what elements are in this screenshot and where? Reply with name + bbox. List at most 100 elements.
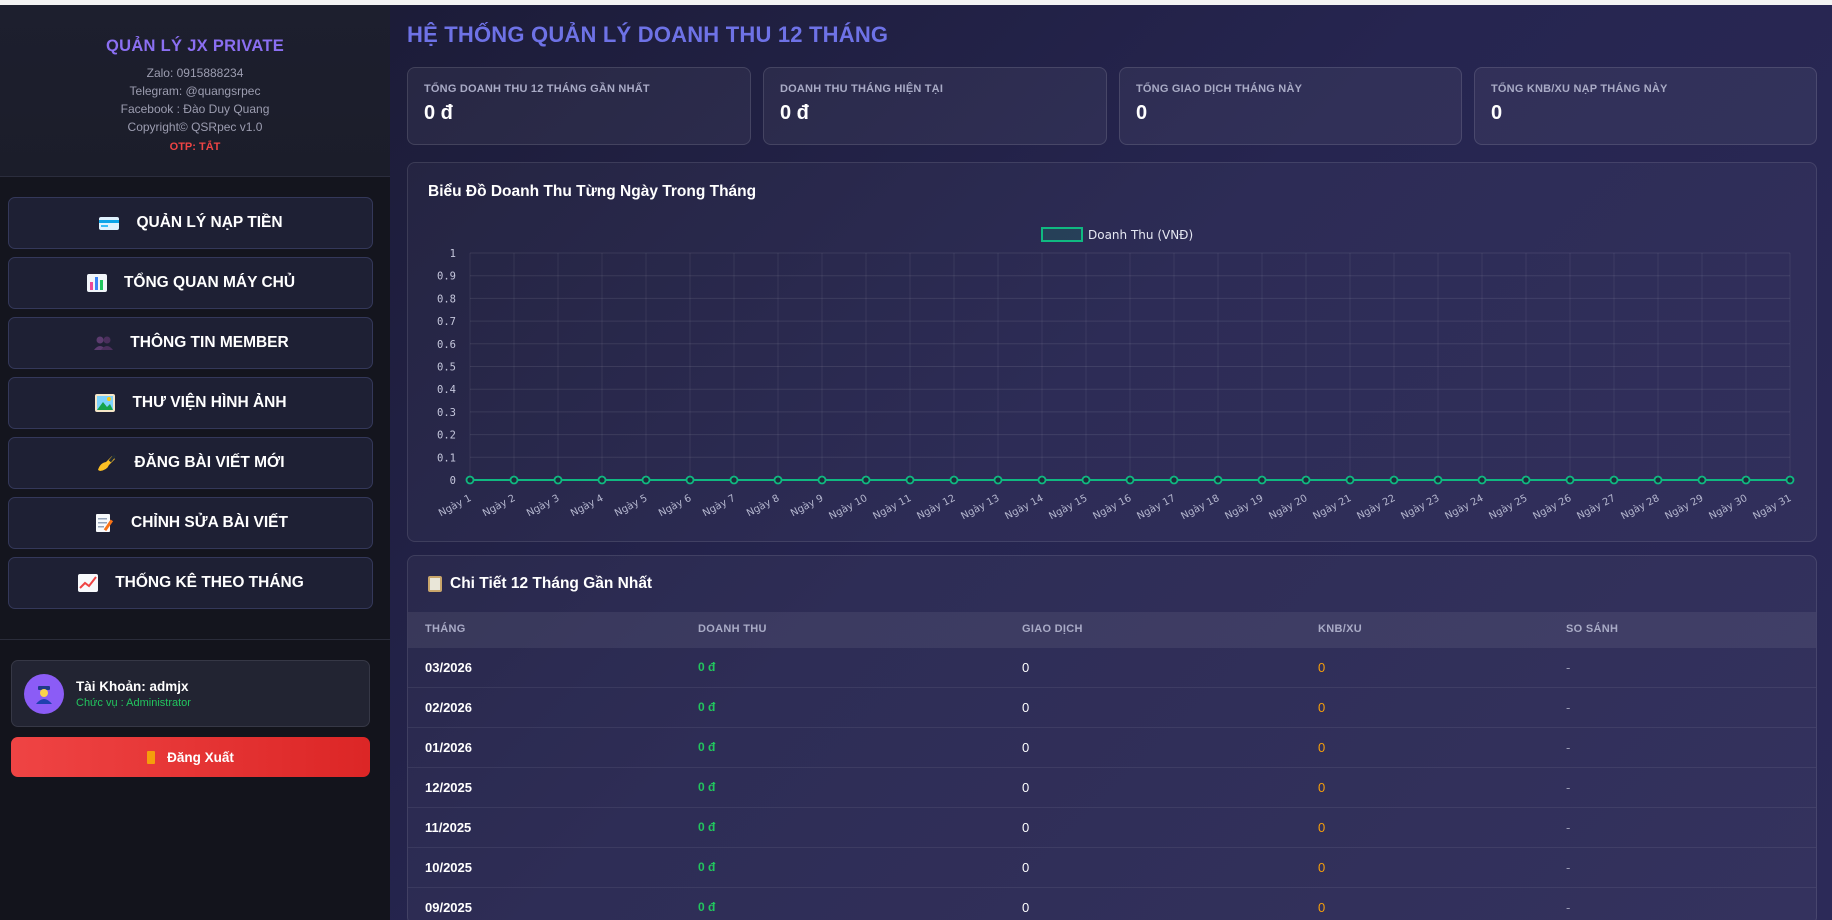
- data-point: [641, 475, 651, 485]
- menu-item-label: ĐĂNG BÀI VIẾT MỚI: [134, 454, 285, 471]
- menu-item-label: THƯ VIỆN HÌNH ẢNH: [132, 394, 287, 411]
- x-tick-label: Ngày 6: [656, 492, 693, 519]
- cell-month: 10/2025: [408, 846, 681, 887]
- y-tick-label: 0.5: [437, 362, 456, 374]
- legend-swatch: [1041, 227, 1083, 242]
- stat-card-current-month: DOANH THU THÁNG HIỆN TẠI 0 đ: [763, 67, 1107, 145]
- table-row: 01/2026 0 đ 0 0 -: [408, 726, 1816, 767]
- cell-month: 12/2025: [408, 766, 681, 807]
- menu-item-thu-vien[interactable]: THƯ VIỆN HÌNH ẢNH: [8, 377, 373, 429]
- picture-icon: [94, 393, 116, 413]
- cell-transactions: 0: [1005, 686, 1301, 727]
- x-tick-label: Ngày 14: [1003, 492, 1046, 522]
- y-tick-label: 0.8: [437, 293, 456, 305]
- data-point: [1433, 475, 1443, 485]
- menu-item-thong-ke[interactable]: THỐNG KÊ THEO THÁNG: [8, 557, 373, 609]
- cell-revenue: 0 đ: [681, 806, 1005, 847]
- table-row: 02/2026 0 đ 0 0 -: [408, 686, 1816, 727]
- cell-compare: -: [1549, 766, 1816, 807]
- y-tick-label: 0.4: [437, 384, 456, 396]
- table-title-row: Chi Tiết 12 Tháng Gần Nhất: [408, 556, 1816, 612]
- cell-month: 01/2026: [408, 726, 681, 767]
- clipboard-icon: [428, 576, 442, 592]
- x-tick-label: Ngày 20: [1267, 492, 1310, 522]
- data-point: [1653, 475, 1663, 485]
- writing-hand-icon: [96, 453, 118, 473]
- cell-compare: -: [1549, 846, 1816, 887]
- menu-item-nap-tien[interactable]: QUẢN LÝ NẠP TIỀN: [8, 197, 373, 249]
- cell-knb: 0: [1301, 846, 1549, 887]
- brand-telegram: Telegram: @quangsrpec: [129, 84, 261, 98]
- cell-compare: -: [1549, 886, 1816, 920]
- stat-label: TỔNG KNB/XU NẠP THÁNG NÀY: [1491, 83, 1668, 95]
- cell-compare: -: [1549, 806, 1816, 847]
- data-point: [1565, 475, 1575, 485]
- table-title: Chi Tiết 12 Tháng Gần Nhất: [450, 575, 653, 592]
- brand-title: QUẢN LÝ JX PRIVATE: [105, 37, 285, 55]
- x-tick-label: Ngày 26: [1531, 492, 1574, 522]
- x-tick-label: Ngày 25: [1487, 492, 1530, 522]
- x-tick-label: Ngày 16: [1091, 492, 1134, 522]
- y-tick-label: 1: [450, 248, 456, 260]
- cell-compare: -: [1549, 726, 1816, 767]
- menu-item-label: THÔNG TIN MEMBER: [130, 334, 289, 351]
- menu-item-dang-bai[interactable]: ĐĂNG BÀI VIẾT MỚI: [8, 437, 373, 489]
- table-row: 03/2026 0 đ 0 0 -: [408, 646, 1816, 687]
- sidebar: QUẢN LÝ JX PRIVATE Zalo: 0915888234 Tele…: [0, 5, 390, 920]
- y-tick-label: 0.1: [437, 452, 456, 464]
- data-point: [1609, 475, 1619, 485]
- stat-value: 0: [1491, 102, 1503, 124]
- data-point: [1697, 475, 1707, 485]
- col-transactions: GIAO DỊCH: [1022, 623, 1083, 636]
- sidebar-menu: QUẢN LÝ NẠP TIỀN TỔNG QUAN MÁY CHỦ THÔNG…: [0, 177, 390, 640]
- menu-item-tong-quan[interactable]: TỔNG QUAN MÁY CHỦ: [8, 257, 373, 309]
- col-compare: SO SÁNH: [1566, 623, 1619, 636]
- cell-transactions: 0: [1005, 646, 1301, 687]
- data-point: [685, 475, 695, 485]
- x-tick-label: Ngày 27: [1575, 492, 1618, 522]
- stat-label: TỔNG GIAO DỊCH THÁNG NÀY: [1136, 83, 1303, 95]
- data-point: [1785, 475, 1795, 485]
- y-tick-label: 0.2: [437, 430, 456, 442]
- stat-card-knb: TỔNG KNB/XU NẠP THÁNG NÀY 0: [1474, 67, 1817, 145]
- brand-facebook: Facebook : Đào Duy Quang: [120, 102, 270, 116]
- data-point: [509, 475, 519, 485]
- cell-transactions: 0: [1005, 846, 1301, 887]
- stat-value: 0 đ: [780, 102, 809, 124]
- table-row: 11/2025 0 đ 0 0 -: [408, 806, 1816, 847]
- data-point: [1037, 475, 1047, 485]
- y-tick-label: 0.9: [437, 271, 456, 283]
- brand-panel: QUẢN LÝ JX PRIVATE Zalo: 0915888234 Tele…: [0, 5, 390, 177]
- col-month: THÁNG: [425, 623, 466, 636]
- data-point: [1213, 475, 1223, 485]
- trend-chart-icon: [77, 573, 99, 593]
- table-row: 12/2025 0 đ 0 0 -: [408, 766, 1816, 807]
- menu-item-member[interactable]: THÔNG TIN MEMBER: [8, 317, 373, 369]
- cell-month: 03/2026: [408, 646, 681, 687]
- legend-label: Doanh Thu (VNĐ): [1088, 228, 1193, 242]
- data-point: [1257, 475, 1267, 485]
- cell-knb: 0: [1301, 766, 1549, 807]
- menu-item-label: QUẢN LÝ NẠP TIỀN: [136, 214, 283, 231]
- cell-compare: -: [1549, 686, 1816, 727]
- x-tick-label: Ngày 23: [1399, 492, 1442, 522]
- x-tick-label: Ngày 15: [1047, 492, 1090, 522]
- account-card: Tài Khoản: admjx Chức vụ : Administrator: [11, 660, 370, 727]
- menu-item-label: TỔNG QUAN MÁY CHỦ: [123, 274, 296, 291]
- data-point: [773, 475, 783, 485]
- brand-copyright: Copyright© QSRpec v1.0: [127, 120, 263, 134]
- table-header-row: THÁNG DOANH THU GIAO DỊCH KNB/XU SO SÁNH: [408, 612, 1816, 647]
- data-point: [1477, 475, 1487, 485]
- data-point: [1741, 475, 1751, 485]
- menu-item-chinh-sua[interactable]: CHỈNH SỬA BÀI VIẾT: [8, 497, 373, 549]
- data-point: [949, 475, 959, 485]
- logout-button[interactable]: Đăng Xuất: [11, 737, 370, 777]
- cell-revenue: 0 đ: [681, 886, 1005, 920]
- data-point: [1301, 475, 1311, 485]
- data-point: [993, 475, 1003, 485]
- cell-month: 11/2025: [408, 806, 681, 847]
- data-point: [729, 475, 739, 485]
- stat-card-transactions: TỔNG GIAO DỊCH THÁNG NÀY 0: [1119, 67, 1462, 145]
- cell-revenue: 0 đ: [681, 686, 1005, 727]
- cell-knb: 0: [1301, 646, 1549, 687]
